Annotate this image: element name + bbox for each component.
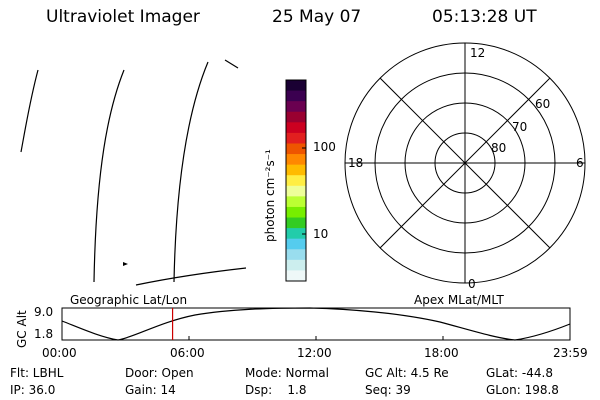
- colorbar-cell: [286, 80, 306, 92]
- filter-info: Flt: LBHL: [10, 366, 64, 380]
- colorbar-cell: [286, 249, 306, 261]
- mode-info: Mode: Normal: [245, 366, 329, 380]
- ip-info: IP: 36.0: [10, 383, 56, 397]
- geo-grid-line: [173, 61, 209, 283]
- altitude-xtick: 00:00: [42, 346, 77, 360]
- colorbar-tick-label: 10: [313, 227, 329, 241]
- altitude-xtick: 23:59: [553, 346, 588, 360]
- geo-grid-line: [224, 59, 239, 69]
- colorbar-cell: [286, 101, 306, 113]
- colorbar-cell: [286, 206, 306, 219]
- colorbar-cell: [286, 132, 306, 144]
- seq-info: Seq: 39: [365, 383, 411, 397]
- geo-grid-line: [20, 69, 39, 153]
- geographic-projection-label: Geographic Lat/Lon: [70, 293, 188, 307]
- apex-projection-label: Apex MLat/MLT: [414, 293, 504, 307]
- instrument-title: Ultraviolet Imager: [46, 7, 200, 27]
- colorbar-cell: [286, 259, 306, 271]
- altitude-plot-frame: [61, 307, 571, 341]
- altitude-xtick: 18:00: [424, 346, 459, 360]
- colorbar-cell: [286, 228, 306, 240]
- polar-mlt-label: 0: [468, 277, 476, 291]
- geo-grid-line: [93, 69, 125, 283]
- altitude-xtick: 12:00: [297, 346, 332, 360]
- colorbar-tick-label: 100: [313, 140, 336, 154]
- polar-mlt-label: 6: [576, 156, 584, 170]
- polar-lat-label: 60: [535, 97, 551, 111]
- time-label: 05:13:28 UT: [432, 7, 537, 27]
- colorbar-cell: [286, 164, 306, 176]
- altitude-ytick: 1.8: [34, 327, 54, 341]
- colorbar-cell: [286, 238, 306, 250]
- glat-info: GLat: -44.8: [486, 366, 553, 380]
- colorbar-cell: [286, 185, 306, 197]
- colorbar-cell: [286, 175, 306, 187]
- colorbar-cell: [286, 90, 306, 102]
- polar-lat-label: 80: [491, 141, 507, 155]
- colorbar-cell: [286, 122, 306, 134]
- colorbar-cell: [286, 196, 306, 208]
- glon-info: GLon: 198.8: [486, 383, 559, 397]
- colorbar-cell: [286, 111, 306, 123]
- polar-mlt-label: 12: [470, 46, 486, 60]
- colorbar-cell: [286, 270, 306, 282]
- colorbar-cell: [286, 217, 306, 229]
- date-label: 25 May 07: [272, 7, 362, 27]
- altitude-xtick: 06:00: [170, 346, 205, 360]
- gain-info: Gain: 14: [125, 383, 176, 397]
- polar-lat-label: 70: [512, 120, 528, 134]
- gc-alt-info: GC Alt: 4.5 Re: [365, 366, 449, 380]
- polar-diagonal-line: [379, 77, 551, 249]
- pointer-arrow-icon: [123, 262, 128, 266]
- door-info: Door: Open: [125, 366, 194, 380]
- colorbar-frame: [285, 79, 307, 282]
- polar-mlt-label: 18: [348, 156, 364, 170]
- geo-grid-line: [135, 267, 247, 286]
- altitude-ylabel: GC Alt: [15, 310, 29, 348]
- colorbar-cell: [286, 143, 306, 155]
- altitude-ytick: 9.0: [34, 305, 54, 319]
- dsp-info: Dsp: 1.8: [245, 383, 307, 397]
- colorbar-cell: [286, 154, 306, 166]
- altitude-curve: [61, 307, 571, 341]
